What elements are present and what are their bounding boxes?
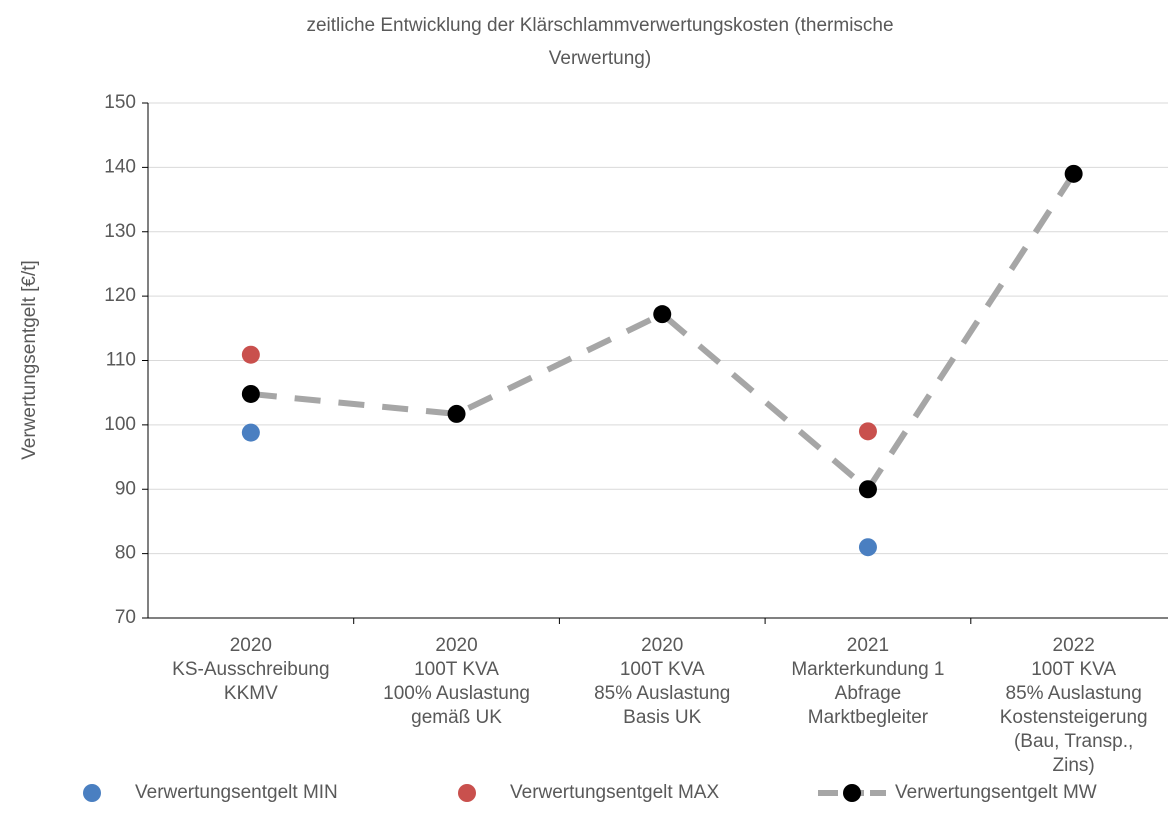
point xyxy=(858,422,877,441)
y-tick-label: 90 xyxy=(115,478,136,499)
x-tick-label: 2020 xyxy=(641,635,683,656)
mw-line xyxy=(250,172,1077,494)
x-tick-label: 100T KVA xyxy=(620,659,705,680)
legend-label: Verwertungsentgelt MW xyxy=(895,782,1097,803)
y-tick-label: 130 xyxy=(104,221,136,242)
x-tick-label: 85% Auslastung xyxy=(594,683,730,704)
point xyxy=(241,423,260,442)
x-tick-label: Abfrage xyxy=(835,683,902,704)
x-tick-label: 100T KVA xyxy=(414,659,499,680)
chart-title: Verwertung) xyxy=(549,48,651,69)
x-tick-label: gemäß UK xyxy=(411,707,502,728)
y-tick-label: 70 xyxy=(115,607,136,628)
x-tick-label: 100% Auslastung xyxy=(383,683,530,704)
x-tick-label: KKMV xyxy=(224,683,278,704)
legend-marker xyxy=(458,784,476,802)
y-tick-label: 120 xyxy=(104,285,136,306)
x-tick-label: 2022 xyxy=(1053,635,1095,656)
y-axis-label: Verwertungsentgelt [€/t] xyxy=(19,260,40,460)
y-tick-label: 110 xyxy=(106,350,136,371)
y-tick-label: 80 xyxy=(115,543,136,564)
legend-label: Verwertungsentgelt MAX xyxy=(510,782,719,803)
x-tick-label: Zins) xyxy=(1053,755,1095,776)
legend-label: Verwertungsentgelt MIN xyxy=(135,782,338,803)
x-tick-label: Markterkundung 1 xyxy=(791,659,944,680)
x-tick-label: 85% Auslastung xyxy=(1006,683,1142,704)
x-tick-label: Marktbegleiter xyxy=(808,707,929,728)
x-tick-label: (Bau, Transp., xyxy=(1014,731,1133,752)
point xyxy=(447,404,466,423)
x-tick-label: Kostensteigerung xyxy=(1000,707,1148,728)
x-tick-label: KS-Ausschreibung xyxy=(172,659,329,680)
x-tick-label: 2020 xyxy=(435,635,477,656)
point xyxy=(241,345,260,364)
x-tick-label: 2020 xyxy=(230,635,272,656)
x-tick-label: 100T KVA xyxy=(1031,659,1116,680)
x-tick-label: Basis UK xyxy=(623,707,701,728)
point xyxy=(1064,164,1083,183)
y-tick-label: 150 xyxy=(104,92,136,113)
point xyxy=(858,538,877,557)
chart-title: zeitliche Entwicklung der Klärschlammver… xyxy=(306,15,893,36)
x-tick-label: 2021 xyxy=(847,635,889,656)
point xyxy=(858,480,877,499)
legend-marker xyxy=(843,784,861,802)
legend-marker xyxy=(83,784,101,802)
y-tick-label: 100 xyxy=(104,414,136,435)
y-tick-label: 140 xyxy=(104,156,136,177)
point xyxy=(653,305,672,324)
point xyxy=(241,384,260,403)
